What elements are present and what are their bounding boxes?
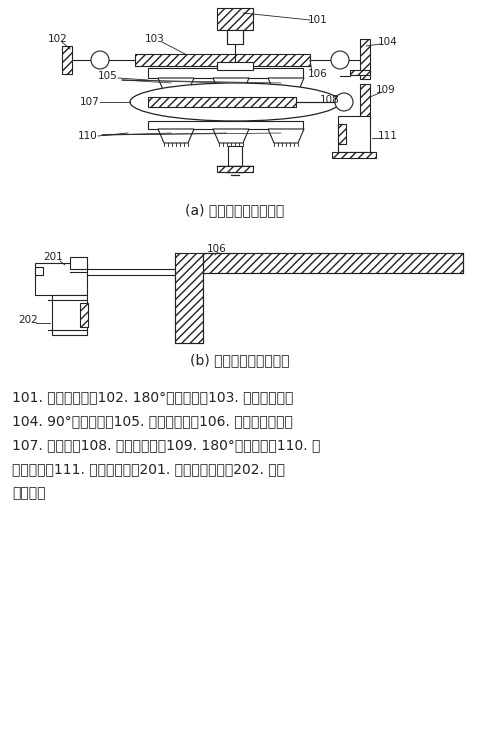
Polygon shape (157, 78, 193, 92)
Polygon shape (213, 78, 249, 92)
Bar (80, 303, 88, 327)
Polygon shape (157, 129, 193, 143)
Bar (203, 253, 462, 273)
Bar (148, 97, 295, 107)
Bar (349, 70, 369, 75)
Polygon shape (267, 78, 303, 92)
Bar (359, 39, 369, 79)
Polygon shape (213, 129, 249, 143)
Circle shape (330, 51, 348, 69)
Text: 202: 202 (18, 315, 38, 325)
Polygon shape (267, 129, 303, 143)
Text: 109: 109 (375, 85, 395, 95)
Bar (216, 8, 252, 30)
Text: 真空吸盘；111. 下齿耙气缸；201. 横向移动气缸；202. 纵向: 真空吸盘；111. 下齿耙气缸；201. 横向移动气缸；202. 纵向 (12, 462, 285, 476)
Text: 104. 90°摆动气缸；105. 上真空吸盘；106. 折角定位机构；: 104. 90°摆动气缸；105. 上真空吸盘；106. 折角定位机构； (12, 414, 292, 428)
Text: (b) 折角定位部分俯视图: (b) 折角定位部分俯视图 (190, 353, 289, 367)
Bar (227, 30, 242, 44)
Bar (228, 146, 241, 166)
Text: 移动气缸: 移动气缸 (12, 486, 46, 500)
Text: 104: 104 (377, 37, 397, 47)
Text: 108: 108 (320, 95, 339, 105)
Text: 201: 201 (43, 252, 63, 262)
Circle shape (91, 51, 109, 69)
Text: 110: 110 (78, 131, 97, 141)
Bar (175, 253, 203, 343)
Bar (148, 68, 302, 78)
Text: 101. 上吸盘气缸；102. 180°摆动气缸；103. 上折边齿耙；: 101. 上吸盘气缸；102. 180°摆动气缸；103. 上折边齿耙； (12, 390, 293, 404)
Text: 101: 101 (308, 15, 327, 25)
Bar (35, 267, 43, 275)
Bar (331, 152, 375, 158)
Text: 102: 102 (48, 34, 68, 44)
Bar (70, 257, 87, 269)
Bar (337, 116, 369, 152)
Bar (135, 54, 309, 66)
Bar (337, 124, 345, 144)
Bar (35, 263, 87, 295)
Text: (a) 折边折角部分主视图: (a) 折边折角部分主视图 (185, 203, 284, 217)
Text: 106: 106 (308, 69, 327, 79)
Text: 106: 106 (207, 244, 227, 254)
Bar (52, 295, 87, 335)
Bar (216, 62, 252, 70)
Bar (148, 121, 302, 129)
Text: 105: 105 (98, 71, 118, 81)
Circle shape (334, 93, 352, 111)
Bar (359, 84, 369, 120)
Text: 103: 103 (145, 34, 165, 44)
Text: 107. 包装袋；108. 下折边齿耙；109. 180°摆动气缸；110. 下: 107. 包装袋；108. 下折边齿耙；109. 180°摆动气缸；110. 下 (12, 438, 320, 452)
Bar (62, 46, 72, 74)
Ellipse shape (130, 83, 339, 121)
Bar (216, 166, 252, 172)
Text: 111: 111 (377, 131, 397, 141)
Text: 107: 107 (80, 97, 100, 107)
